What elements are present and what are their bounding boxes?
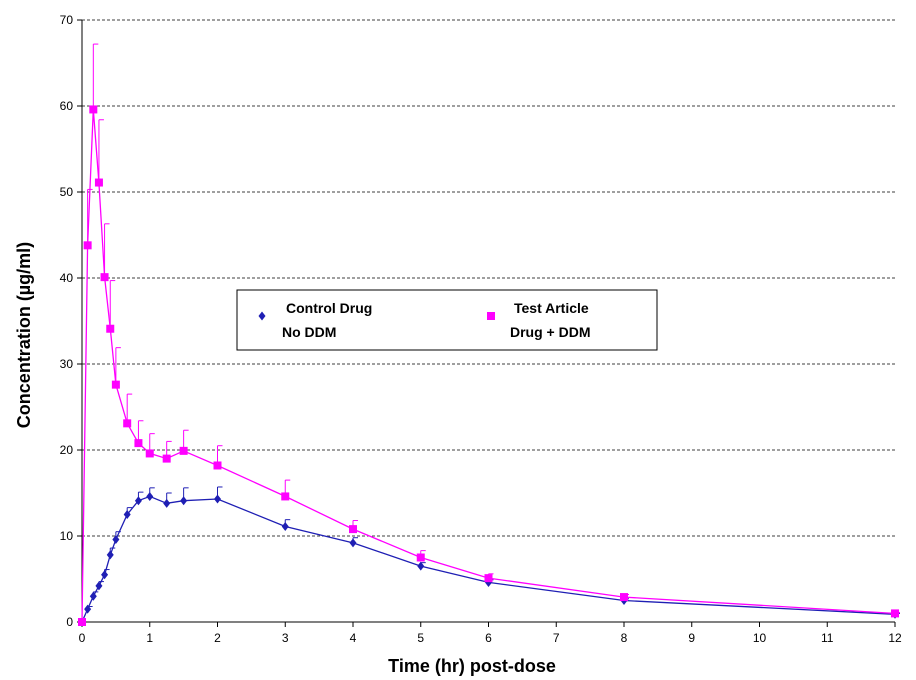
gridlines (82, 19, 895, 537)
series-line (81, 495, 896, 623)
data-point (145, 449, 154, 458)
data-point (94, 178, 103, 187)
x-tick-label: 5 (417, 631, 424, 645)
y-tick-label: 0 (66, 615, 73, 629)
y-tick-label: 40 (60, 271, 74, 285)
data-point (84, 604, 92, 614)
x-tick-label: 3 (282, 631, 289, 645)
legend-label: Drug + DDM (510, 324, 591, 340)
legend-marker (258, 311, 266, 321)
legend-label: Control Drug (286, 300, 372, 316)
data-point (417, 561, 425, 571)
x-axis-title: Time (hr) post-dose (388, 656, 556, 676)
y-tick-label: 60 (60, 99, 74, 113)
data-point (620, 593, 628, 602)
y-axis-title: Concentration (µg/ml) (14, 242, 34, 428)
data-point (484, 574, 493, 583)
data-point (78, 618, 86, 626)
data-point (416, 553, 425, 562)
data-point (891, 609, 899, 618)
legend-marker (487, 312, 495, 320)
x-tick-label: 0 (79, 631, 86, 645)
data-point (89, 591, 97, 601)
data-point (163, 498, 171, 508)
x-tick-label: 7 (553, 631, 560, 645)
x-tick-label: 4 (350, 631, 357, 645)
data-point (179, 446, 188, 455)
x-tick-label: 8 (621, 631, 628, 645)
data-point (123, 510, 131, 519)
legend-label: Test Article (514, 300, 589, 316)
data-point (106, 324, 115, 333)
data-point (146, 491, 154, 501)
data-point (100, 273, 109, 282)
data-point (123, 419, 132, 428)
data-point (89, 105, 98, 114)
y-tick-label: 70 (60, 13, 74, 27)
data-point (112, 534, 120, 544)
series-line (81, 109, 896, 623)
data-point (83, 241, 92, 250)
legend-label: No DDM (282, 324, 336, 340)
x-tick-label: 6 (485, 631, 492, 645)
x-tick-label: 11 (821, 631, 834, 645)
y-tick-label: 20 (60, 443, 74, 457)
y-tick-label: 30 (60, 357, 74, 371)
y-tick-label: 10 (60, 529, 74, 543)
data-point (162, 454, 171, 463)
series (78, 43, 900, 627)
series-1 (78, 43, 900, 626)
data-point (95, 581, 103, 591)
data-point (214, 494, 221, 504)
data-point (213, 461, 222, 470)
data-point (106, 550, 114, 560)
data-point (134, 496, 142, 506)
data-point (134, 439, 143, 448)
data-point (101, 570, 109, 580)
data-point (349, 538, 357, 548)
data-point (180, 496, 188, 506)
data-point (281, 492, 290, 501)
y-tick-label: 50 (60, 185, 74, 199)
series-0 (78, 486, 900, 627)
x-tick-label: 1 (146, 631, 153, 645)
data-point (349, 525, 357, 534)
x-tick-label: 12 (888, 631, 902, 645)
legend-box (236, 289, 658, 351)
data-point (111, 380, 120, 389)
x-tick-label: 9 (688, 631, 695, 645)
data-point (281, 522, 289, 532)
x-tick-label: 10 (753, 631, 767, 645)
legend: Control Drug No DDM Test Article Drug + DDM (236, 289, 658, 351)
x-tick-label: 2 (214, 631, 221, 645)
